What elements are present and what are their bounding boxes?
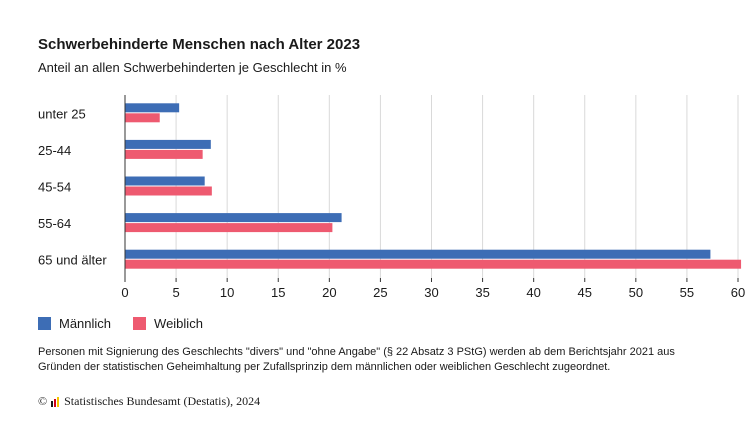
x-tick-label: 25 (373, 285, 387, 300)
x-tick-label: 5 (172, 285, 179, 300)
category-label: 65 und älter (38, 253, 107, 268)
bar-maennlich (125, 139, 211, 149)
x-tick-label: 50 (629, 285, 643, 300)
x-tick-label: 45 (578, 285, 592, 300)
bar-weiblich (125, 259, 742, 269)
copyright-symbol: © (38, 394, 48, 408)
category-label: 25-44 (38, 143, 71, 158)
x-tick-label: 55 (680, 285, 694, 300)
legend-label-weiblich: Weiblich (154, 316, 203, 331)
legend-item-weiblich[interactable]: Weiblich (133, 316, 203, 331)
category-label: 45-54 (38, 180, 71, 195)
bar-weiblich (125, 186, 212, 196)
source-text: Statistisches Bundesamt (Destatis), 2024 (64, 394, 261, 408)
legend-swatch-weiblich (133, 317, 147, 330)
bar-maennlich (125, 249, 711, 259)
footnote: Personen mit Signierung des Geschlechts … (38, 346, 675, 373)
x-tick-label: 40 (526, 285, 540, 300)
bar-maennlich (125, 176, 205, 186)
legend-label-maennlich: Männlich (59, 316, 112, 331)
x-tick-label: 15 (271, 285, 285, 300)
source-footer: © Statistisches Bundesamt (Destatis), 20… (38, 394, 260, 409)
chart-subtitle: Anteil an allen Schwerbehinderten je Ges… (38, 60, 347, 75)
destatis-logo-icon (51, 396, 60, 407)
x-tick-label: 35 (475, 285, 489, 300)
x-tick-label: 30 (424, 285, 438, 300)
category-label: unter 25 (38, 106, 86, 121)
x-tick-label: 0 (121, 285, 128, 300)
bar-maennlich (125, 103, 180, 113)
x-tick-label: 10 (220, 285, 234, 300)
legend: Männlich Weiblich (38, 316, 225, 331)
legend-swatch-maennlich (38, 317, 51, 330)
bar-weiblich (125, 113, 160, 123)
chart-title: Schwerbehinderte Menschen nach Alter 202… (38, 36, 361, 53)
legend-item-maennlich[interactable]: Männlich (38, 316, 111, 331)
bar-weiblich (125, 149, 203, 159)
x-tick-label: 60 (731, 285, 745, 300)
bar-chart: unter 25 25-44 45-54 55-64 65 und älter 0 5 10 1… (38, 95, 745, 300)
x-tick-label: 20 (322, 285, 336, 300)
bar-weiblich (125, 223, 333, 233)
category-label: 55-64 (38, 216, 71, 231)
bar-maennlich (125, 213, 342, 223)
